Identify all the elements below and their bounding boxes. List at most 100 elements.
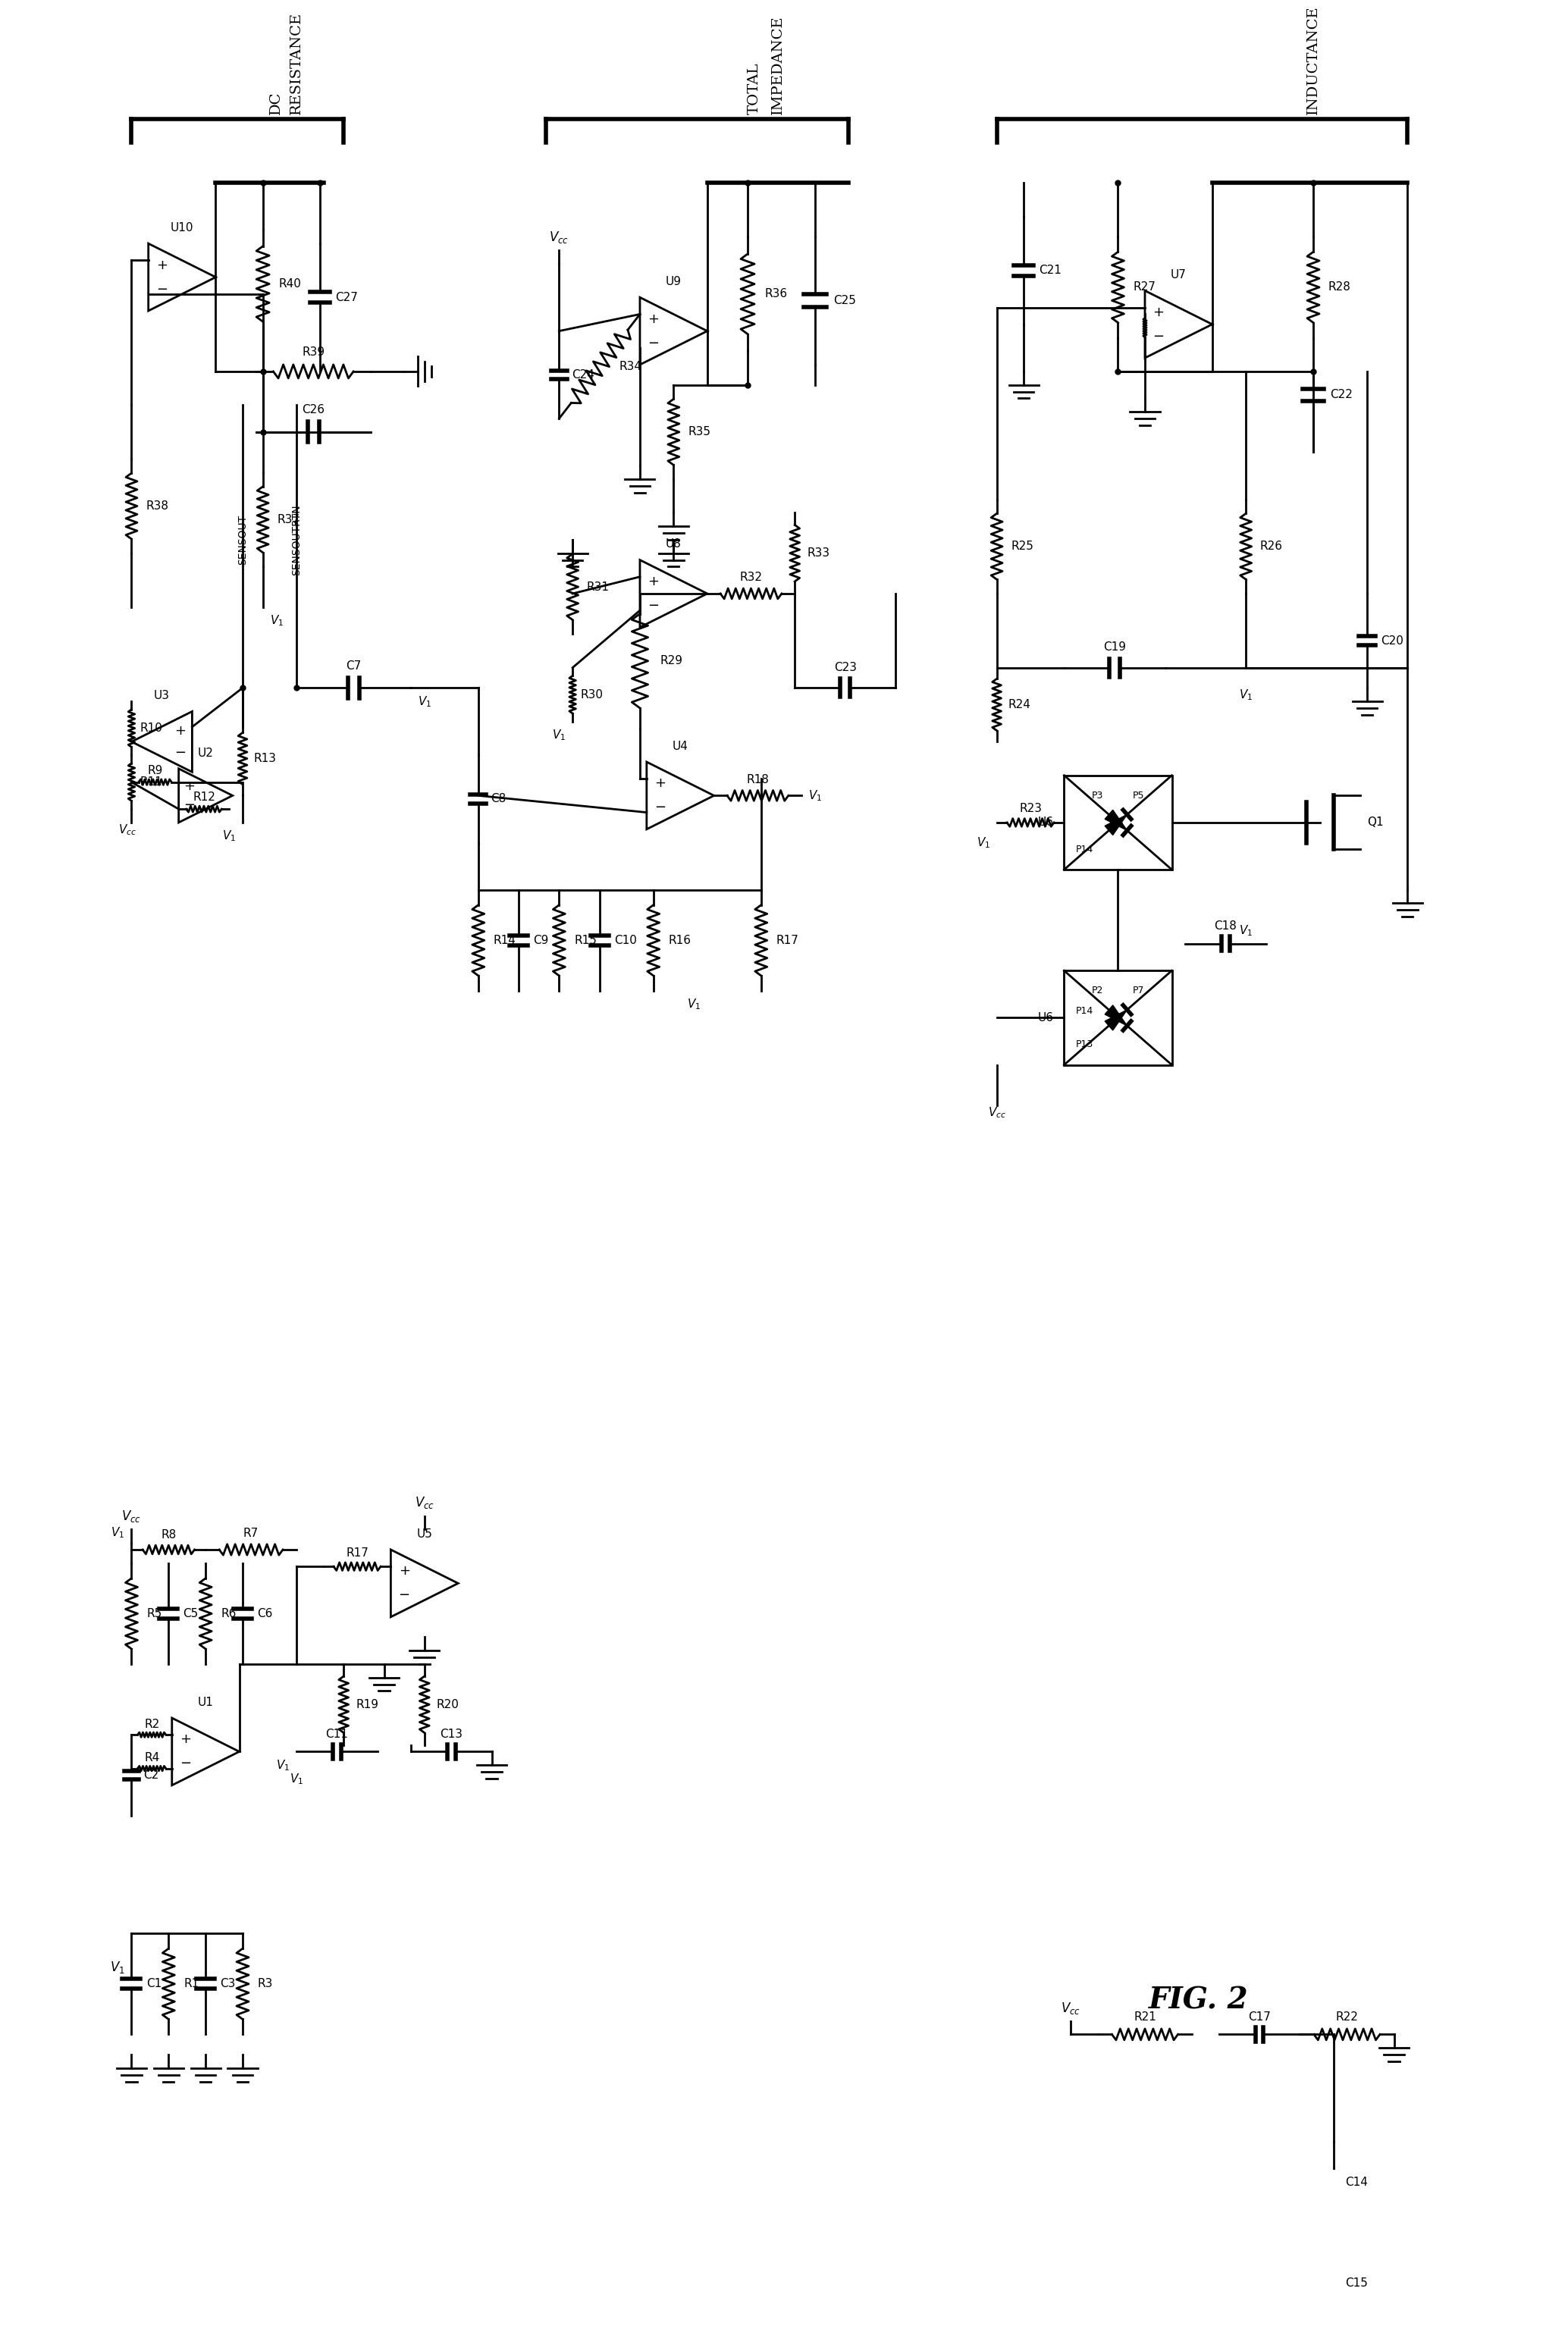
Text: U7: U7 <box>1171 268 1187 280</box>
Text: C21: C21 <box>1040 266 1062 275</box>
Text: R37: R37 <box>278 515 299 524</box>
Text: −: − <box>157 282 168 296</box>
Text: $V_{cc}$: $V_{cc}$ <box>122 1509 141 1523</box>
Text: +: + <box>183 778 194 792</box>
Text: $V_1$: $V_1$ <box>687 997 701 1011</box>
Text: U6: U6 <box>1038 816 1054 828</box>
Text: FIG. 2: FIG. 2 <box>1149 1987 1248 2015</box>
Text: $V_{cc}$: $V_{cc}$ <box>414 1495 434 1512</box>
Text: IMPEDANCE: IMPEDANCE <box>771 14 784 115</box>
Text: C17: C17 <box>1248 2012 1270 2022</box>
Text: $V_{cc}$: $V_{cc}$ <box>1062 2001 1080 2015</box>
Text: $V_{cc}$: $V_{cc}$ <box>988 1105 1007 1119</box>
Text: R28: R28 <box>1328 282 1352 294</box>
Text: R19: R19 <box>356 1700 378 1709</box>
Text: U9: U9 <box>665 275 682 287</box>
Text: $V_1$: $V_1$ <box>276 1759 290 1773</box>
Text: U6: U6 <box>1038 1011 1054 1023</box>
Text: R16: R16 <box>668 936 691 945</box>
Text: $V_1$: $V_1$ <box>290 1773 303 1787</box>
Text: R27: R27 <box>1134 282 1156 294</box>
Text: U3: U3 <box>154 689 169 701</box>
Text: +: + <box>174 724 185 738</box>
Text: U4: U4 <box>673 741 688 752</box>
Text: +: + <box>654 776 666 790</box>
Text: P2: P2 <box>1091 985 1104 997</box>
Text: +: + <box>180 1733 191 1747</box>
Text: R3: R3 <box>257 1977 273 1989</box>
Text: −: − <box>183 799 194 811</box>
Text: P14: P14 <box>1076 844 1093 853</box>
Text: R32: R32 <box>740 571 762 583</box>
Text: +: + <box>648 574 659 588</box>
Text: R1: R1 <box>183 1977 199 1989</box>
Text: $V_1$: $V_1$ <box>1239 689 1253 703</box>
Polygon shape <box>1105 813 1127 835</box>
Text: R17: R17 <box>776 936 800 945</box>
Text: R25: R25 <box>1011 541 1033 552</box>
Text: R5: R5 <box>147 1608 162 1620</box>
Text: C1: C1 <box>146 1977 162 1989</box>
Text: C3: C3 <box>220 1977 235 1989</box>
Text: P7: P7 <box>1132 985 1145 997</box>
Text: R17: R17 <box>347 1547 368 1559</box>
Text: +: + <box>1152 306 1163 320</box>
Text: −: − <box>648 600 659 614</box>
Text: R31: R31 <box>586 581 610 592</box>
Text: −: − <box>398 1589 409 1603</box>
Text: R13: R13 <box>254 752 276 764</box>
Text: P4: P4 <box>1112 818 1124 828</box>
Text: C22: C22 <box>1330 390 1352 400</box>
Text: R6: R6 <box>221 1608 237 1620</box>
Text: $V_1$: $V_1$ <box>552 729 566 743</box>
Text: −: − <box>180 1756 191 1770</box>
Text: R36: R36 <box>765 289 787 299</box>
Text: C14: C14 <box>1345 2177 1367 2189</box>
Text: R14: R14 <box>494 936 516 945</box>
Text: U2: U2 <box>198 748 213 759</box>
Text: R15: R15 <box>574 936 597 945</box>
Text: R30: R30 <box>580 689 604 701</box>
Text: P1: P1 <box>1112 1013 1124 1023</box>
Text: R39: R39 <box>303 346 325 357</box>
Text: C24: C24 <box>572 369 594 381</box>
Text: R33: R33 <box>808 548 829 560</box>
Text: $V_1$: $V_1$ <box>223 830 235 844</box>
Polygon shape <box>1105 1011 1127 1030</box>
Text: +: + <box>398 1563 409 1578</box>
Text: RESISTANCE: RESISTANCE <box>290 12 303 115</box>
Text: U10: U10 <box>171 221 193 233</box>
Text: P3: P3 <box>1091 790 1104 799</box>
Text: R7: R7 <box>243 1528 259 1540</box>
Text: R4: R4 <box>144 1751 160 1763</box>
Text: R40: R40 <box>279 277 301 289</box>
Text: R12: R12 <box>193 792 215 804</box>
Text: C5: C5 <box>183 1608 199 1620</box>
Text: +: + <box>648 313 659 327</box>
Text: R22: R22 <box>1336 2012 1358 2024</box>
Text: P14: P14 <box>1076 1006 1093 1016</box>
Text: C11: C11 <box>326 1728 348 1740</box>
Text: R24: R24 <box>1008 698 1030 710</box>
Text: C19: C19 <box>1104 642 1126 654</box>
Bar <box>1065 971 1171 1065</box>
Text: $V_1$: $V_1$ <box>111 1526 125 1540</box>
Text: $V_{cc}$: $V_{cc}$ <box>549 230 569 245</box>
Text: U8: U8 <box>666 538 682 550</box>
Text: −: − <box>654 802 666 813</box>
Text: R21: R21 <box>1134 2012 1156 2024</box>
Text: C26: C26 <box>303 404 325 416</box>
Text: R35: R35 <box>688 426 710 437</box>
Text: C13: C13 <box>441 1728 463 1740</box>
Text: TOTAL: TOTAL <box>748 63 760 115</box>
Polygon shape <box>1105 811 1127 830</box>
Text: $V_1$: $V_1$ <box>110 1958 125 1975</box>
Text: C23: C23 <box>834 663 856 672</box>
Text: R10: R10 <box>140 722 162 734</box>
Text: P5: P5 <box>1132 790 1145 799</box>
Text: $V_1$: $V_1$ <box>977 837 989 851</box>
Text: R23: R23 <box>1019 804 1041 813</box>
Text: Q1: Q1 <box>1367 816 1383 828</box>
Polygon shape <box>1105 1006 1127 1025</box>
Text: +: + <box>157 259 168 273</box>
